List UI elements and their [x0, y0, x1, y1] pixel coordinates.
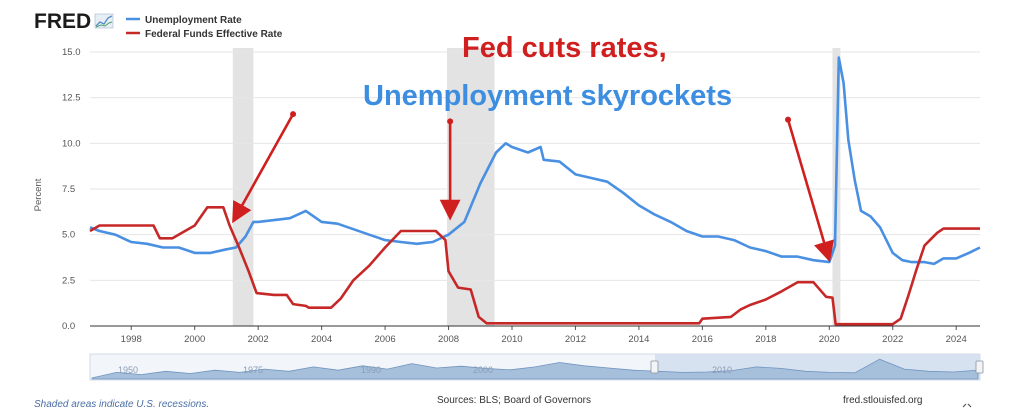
- annotation-arrows: [232, 111, 835, 263]
- x-tick-label: 2016: [692, 334, 713, 345]
- y-tick-label: 2.5: [62, 275, 75, 286]
- x-tick-labels: 1998 2000 2002 2004 2006 2008 2010 2012 2014 2016…: [121, 326, 967, 345]
- fred-logo[interactable]: FRED: [34, 10, 114, 33]
- navigator-left-handle[interactable]: [650, 360, 659, 374]
- x-tick-label: 2008: [438, 334, 459, 345]
- annotation-fed-cuts: Fed cuts rates,: [462, 32, 667, 64]
- sources-text: Sources: BLS; Board of Governors: [437, 395, 591, 406]
- x-tick-label: 2006: [375, 334, 396, 345]
- fred-logo-graph-icon: [94, 13, 114, 29]
- series-layer: [89, 56, 981, 326]
- y-tick-label: 5.0: [62, 230, 75, 241]
- x-tick-label: 2018: [755, 334, 776, 345]
- x-tick-label: 2014: [628, 334, 649, 345]
- y-axis-label: Percent: [33, 178, 44, 211]
- annotation-arrow: [232, 113, 295, 224]
- x-tick-label: 2020: [819, 334, 840, 345]
- recession-band: [232, 48, 254, 326]
- navigator-tick-labels: 1950 1975 1990 2000 2010: [118, 365, 732, 375]
- annotation-unemployment: Unemployment skyrockets: [363, 80, 732, 112]
- legend-unemployment-label[interactable]: Unemployment Rate: [145, 15, 242, 26]
- y-tick-label: 7.5: [62, 184, 75, 195]
- series-unemployment-line[interactable]: [89, 56, 981, 266]
- y-tick-label: 15.0: [62, 47, 81, 58]
- series-fedfunds-line[interactable]: [89, 206, 980, 326]
- navigator-tick-label: 1950: [118, 365, 138, 375]
- x-tick-label: 2024: [946, 334, 967, 345]
- expand-icon[interactable]: [962, 403, 972, 408]
- navigator-tick-label: 2000: [473, 365, 493, 375]
- recession-note: Shaded areas indicate U.S. recessions.: [34, 399, 209, 410]
- navigator-tick-label: 1990: [361, 365, 381, 375]
- x-tick-label: 2010: [501, 334, 522, 345]
- y-tick-label: 10.0: [62, 138, 81, 149]
- annotation-arrow: [786, 119, 835, 263]
- navigator-area: [91, 358, 979, 380]
- x-tick-label: 2004: [311, 334, 332, 345]
- x-tick-label: 2012: [565, 334, 586, 345]
- y-tick-label: 12.5: [62, 93, 81, 104]
- range-navigator[interactable]: 1950 1975 1990 2000 2010: [89, 353, 984, 381]
- legend-fedfunds-label[interactable]: Federal Funds Effective Rate: [145, 29, 283, 40]
- x-tick-label: 2022: [882, 334, 903, 345]
- site-link[interactable]: fred.stlouisfed.org: [843, 395, 923, 406]
- fred-logo-text: FRED: [34, 10, 91, 33]
- x-tick-label: 2000: [184, 334, 205, 345]
- navigator-tick-label: 2010: [712, 365, 732, 375]
- y-tick-label: 0.0: [62, 321, 75, 332]
- navigator-tick-label: 1975: [243, 365, 263, 375]
- x-tick-label: 1998: [121, 334, 142, 345]
- navigator-right-handle[interactable]: [975, 360, 984, 374]
- gridlines: [90, 51, 980, 281]
- y-tick-labels: 0.0 2.5 5.0 7.5 10.0 12.5 15.0: [62, 47, 81, 332]
- legend: Unemployment Rate Federal Funds Effectiv…: [126, 15, 283, 40]
- x-tick-label: 2002: [248, 334, 269, 345]
